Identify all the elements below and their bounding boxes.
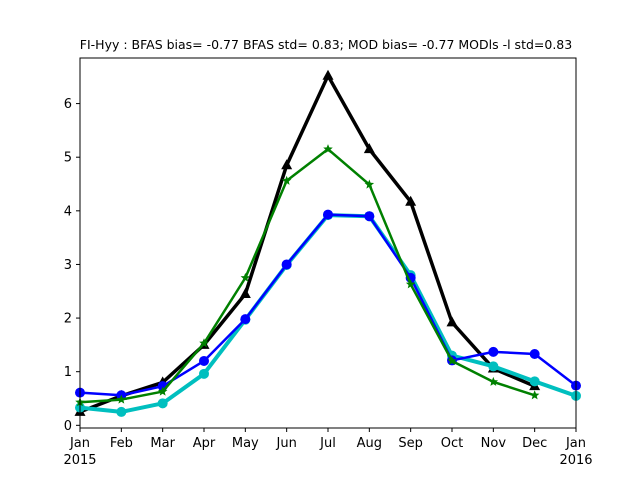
- x-tick-sublabel: 2015: [63, 453, 96, 468]
- x-tick-label: Jan: [69, 436, 90, 451]
- x-axis: Jan 2015 Feb Mar Apr May Jun Jul Aug Sep Oct Nov Dec…: [63, 428, 593, 468]
- data-point: [446, 316, 458, 327]
- data-point: [405, 195, 417, 206]
- data-point: [199, 355, 209, 366]
- x-tick-label: Mar: [150, 436, 175, 451]
- x-tick-label: May: [232, 436, 259, 451]
- series-line: [78, 73, 537, 414]
- x-tick-label: Oct: [441, 436, 463, 451]
- data-point: [240, 272, 251, 282]
- data-point: [157, 398, 168, 409]
- data-point: [488, 346, 499, 357]
- data-point: [529, 376, 540, 387]
- y-tick-label: 0: [64, 419, 72, 434]
- data-point: [323, 209, 333, 220]
- series-line: [78, 147, 536, 404]
- data-point: [364, 211, 375, 222]
- data-point: [364, 179, 375, 189]
- data-point: [199, 338, 209, 348]
- data-point: [116, 394, 127, 404]
- x-tick-label: Nov: [481, 436, 507, 451]
- data-point: [323, 144, 333, 154]
- data-point: [488, 376, 499, 386]
- data-point: [281, 259, 292, 270]
- data-point: [405, 279, 416, 289]
- x-tick-label: Aug: [357, 436, 382, 451]
- data-point: [322, 69, 334, 80]
- data-point: [157, 386, 168, 396]
- data-point: [281, 159, 293, 170]
- y-tick-label: 3: [64, 258, 72, 273]
- data-point: [281, 175, 292, 185]
- data-point: [240, 314, 251, 325]
- data-point: [363, 143, 375, 154]
- data-point: [199, 368, 209, 379]
- data-point: [116, 406, 127, 417]
- data-point: [447, 355, 457, 366]
- x-tick-label: Feb: [110, 436, 133, 451]
- y-tick-label: 4: [64, 204, 72, 219]
- x-tick-label: Jul: [319, 436, 336, 451]
- y-tick-label: 5: [64, 151, 72, 166]
- y-tick-label: 6: [64, 97, 72, 112]
- x-tick-label: Dec: [522, 436, 547, 451]
- x-tick-label: Sep: [398, 436, 423, 451]
- x-tick-sublabel: 2016: [559, 453, 592, 468]
- y-tick-label: 1: [64, 365, 72, 380]
- x-tick-label: Apr: [193, 436, 216, 451]
- data-point: [488, 361, 499, 372]
- data-point: [529, 349, 540, 359]
- y-axis: 0 1 2 3 4 5 6: [64, 97, 80, 434]
- series-layer: [74, 69, 581, 417]
- data-point: [239, 287, 251, 298]
- data-point: [529, 390, 540, 400]
- series: [75, 144, 540, 407]
- x-tick-label: Jan: [565, 436, 586, 451]
- y-tick-label: 2: [64, 312, 72, 327]
- x-tick-label: Jun: [276, 436, 297, 451]
- chart-title: FI-Hyy : BFAS bias= -0.77 BFAS std= 0.83…: [80, 37, 572, 52]
